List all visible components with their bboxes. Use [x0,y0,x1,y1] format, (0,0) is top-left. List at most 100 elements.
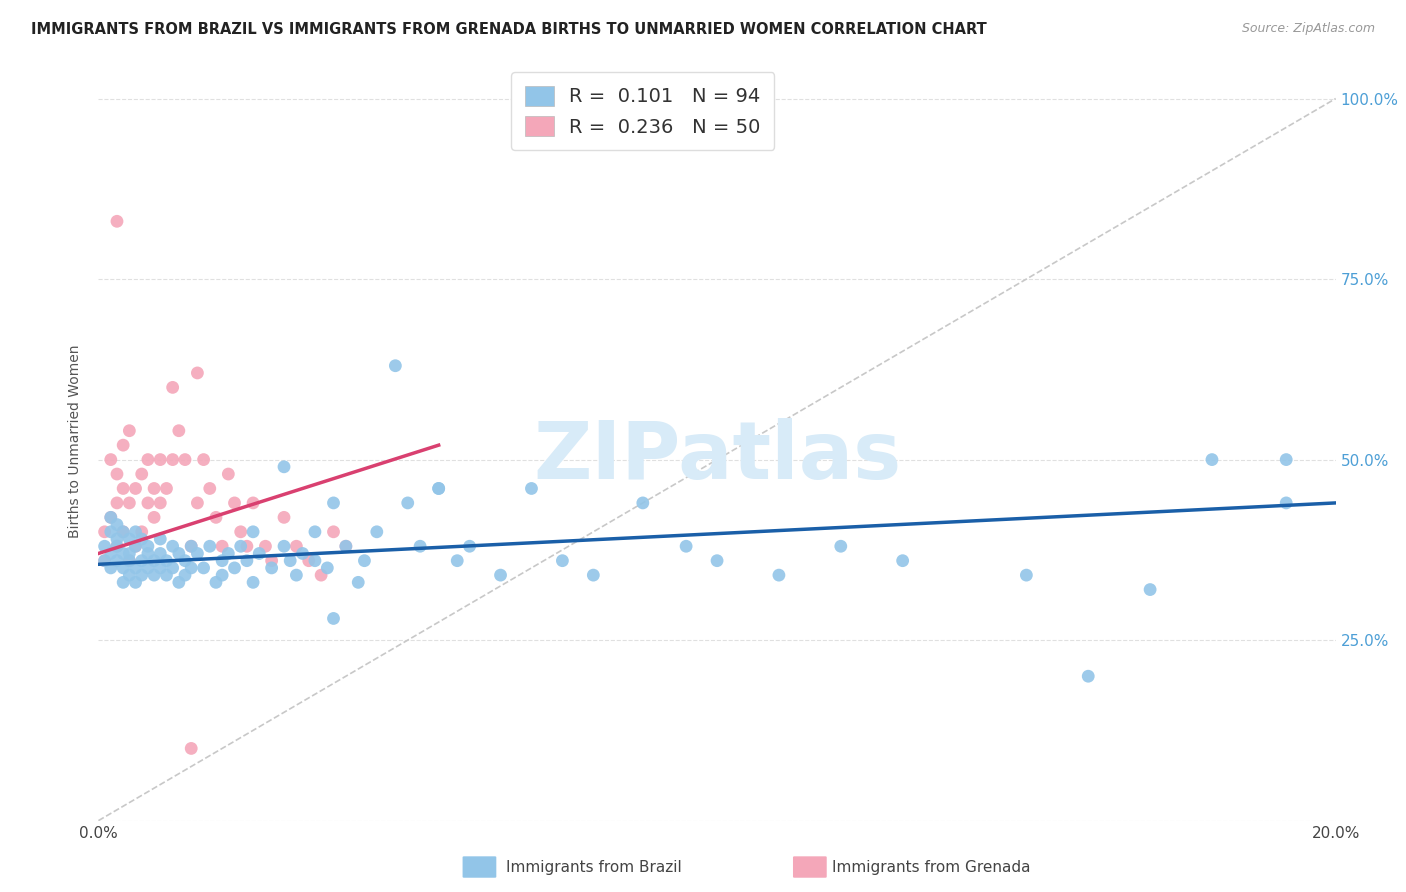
Point [242,524,264,539]
Point [167,575,190,590]
Text: Immigrants from Brazil: Immigrants from Brazil [506,860,682,874]
Point [124,561,146,575]
Point [180,561,202,575]
Point [335,539,357,553]
Point [242,575,264,590]
Point [409,539,432,553]
Point [131,467,153,481]
Point [285,539,308,553]
Text: Source: ZipAtlas.com: Source: ZipAtlas.com [1241,22,1375,36]
Point [174,554,197,568]
Point [105,539,128,553]
Point [446,554,468,568]
Point [384,359,406,373]
Point [316,561,339,575]
Point [105,517,128,532]
Point [136,539,159,553]
Point [631,496,654,510]
Point [242,496,264,510]
Point [396,496,419,510]
Point [149,546,172,560]
Point [162,539,184,553]
Point [180,539,202,553]
Point [149,532,172,546]
Point [124,539,146,553]
Point [309,568,332,582]
Point [229,539,252,553]
Point [891,554,914,568]
Point [366,524,388,539]
Point [211,539,233,553]
Point [105,214,128,228]
Point [205,575,228,590]
Point [149,561,172,575]
Point [229,524,252,539]
Text: IMMIGRANTS FROM BRAZIL VS IMMIGRANTS FROM GRENADA BIRTHS TO UNMARRIED WOMEN CORR: IMMIGRANTS FROM BRAZIL VS IMMIGRANTS FRO… [31,22,987,37]
Point [706,554,728,568]
Text: ZIPatlas: ZIPatlas [533,417,901,496]
Point [124,524,146,539]
Point [427,482,450,496]
Point [100,561,122,575]
Point [124,575,146,590]
Point [224,496,246,510]
Point [105,532,128,546]
Point [155,554,177,568]
Point [236,554,259,568]
Point [162,561,184,575]
Point [217,467,239,481]
Point [136,546,159,560]
Point [155,568,177,582]
Point [136,496,159,510]
Point [112,561,135,575]
Text: Immigrants from Grenada: Immigrants from Grenada [832,860,1031,874]
Point [1201,452,1223,467]
Point [105,467,128,481]
Point [131,532,153,546]
Point [112,524,135,539]
Point [582,568,605,582]
Point [105,539,128,553]
Point [768,568,790,582]
Point [458,539,481,553]
Legend: R =  0.101   N = 94, R =  0.236   N = 50: R = 0.101 N = 94, R = 0.236 N = 50 [512,72,775,150]
Point [198,482,221,496]
Point [211,568,233,582]
Point [167,424,190,438]
Point [100,510,122,524]
Point [254,539,277,553]
Point [236,539,259,553]
Point [93,554,115,568]
Point [260,561,283,575]
Point [143,554,166,568]
Point [143,568,166,582]
Point [217,546,239,560]
Point [193,561,215,575]
Point [427,482,450,496]
Point [118,554,141,568]
Point [224,561,246,575]
Point [1015,568,1038,582]
Point [1077,669,1099,683]
Point [304,554,326,568]
Point [304,524,326,539]
Point [278,554,301,568]
Point [335,539,357,553]
Point [100,510,122,524]
Point [1139,582,1161,597]
Point [131,568,153,582]
Point [143,482,166,496]
Point [273,539,295,553]
Point [118,546,141,560]
Point [1275,452,1298,467]
Point [118,496,141,510]
Point [118,554,141,568]
Point [93,524,115,539]
Point [273,459,295,474]
Point [322,611,344,625]
Point [675,539,697,553]
Point [551,554,574,568]
Point [285,568,308,582]
Point [93,554,115,568]
Point [112,438,135,452]
